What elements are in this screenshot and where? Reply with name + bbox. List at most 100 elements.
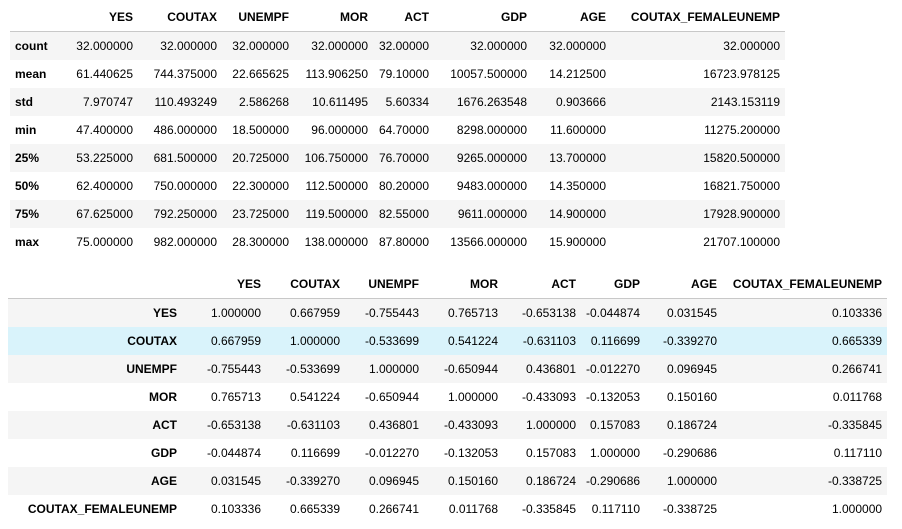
table-cell: 22.665625 [232,67,289,81]
row-label: min [15,123,37,137]
table-cell: 32.00000 [378,39,429,53]
row-label: UNEMPF [126,362,177,376]
table-cell: 15820.500000 [703,151,780,165]
column-header: UNEMPF [345,270,424,299]
table-cell: 112.500000 [305,179,368,193]
table-cell: 16821.750000 [703,179,780,193]
table-cell: 23.725000 [232,207,289,221]
row-label: 75% [15,207,40,221]
table-cell: 21707.100000 [703,235,780,249]
row-label: GDP [150,446,177,460]
column-header: COUTAX [266,270,345,299]
table-cell: 32.000000 [232,39,289,53]
column-header: UNEMPF [222,3,294,32]
table-cell: -0.653138 [206,418,261,432]
table-cell: 0.117110 [833,446,883,460]
row-label: std [15,95,33,109]
column-header: COUTAX_FEMALEUNEMP [611,3,785,32]
table-cell: 0.186724 [666,418,718,432]
table-cell: 13.700000 [549,151,606,165]
table-cell: 8298.000000 [456,123,527,137]
table-cell: 14.350000 [549,179,606,193]
table-cell: 1.000000 [525,418,576,432]
table-cell: 0.096945 [666,362,718,376]
table-cell: 0.103336 [210,502,261,516]
row-label: 50% [15,179,40,193]
table-row: count 32.000000 32.000000 32.000000 32.00000… [10,31,785,60]
table-cell: 0.541224 [447,334,498,348]
row-label: mean [15,67,47,81]
row-label: MOR [149,390,177,404]
table-cell: -0.132053 [586,390,641,404]
table-cell: 9265.000000 [456,151,527,165]
table-cell: 47.400000 [76,123,133,137]
table-cell: -0.533699 [285,362,340,376]
row-label: 25% [15,151,40,165]
column-header: AGE [532,3,611,32]
table-cell: 110.493249 [154,95,217,109]
table-cell: 14.900000 [549,207,606,221]
table-cell: -0.012270 [586,362,641,376]
table-cell: -0.433093 [443,418,498,432]
table-cell: 0.436801 [368,418,419,432]
table-cell: 2143.153119 [710,95,780,109]
table-cell: 53.225000 [76,151,133,165]
table-cell: 28.300000 [232,235,289,249]
column-header: YES [182,270,266,299]
table-cell: -0.335845 [521,502,576,516]
table-cell: 22.300000 [232,179,289,193]
table-cell: 0.031545 [666,306,718,320]
table-cell: 744.375000 [153,67,217,81]
table-cell: 0.667959 [289,306,340,320]
table-cell: 0.541224 [289,390,340,404]
column-header: GDP [581,270,646,299]
table-cell: 0.116699 [590,334,641,348]
table-cell: 32.000000 [723,39,780,53]
column-header: MOR [294,3,373,32]
table-row: COUTAX 0.667959 1.000000 -0.533699 0.541224 -… [8,327,888,355]
table-cell: 32.000000 [470,39,527,53]
table-cell: 20.725000 [232,151,289,165]
table-cell: 113.906250 [305,67,368,81]
table-cell: 0.150160 [447,474,498,488]
table-cell: 0.157083 [589,418,641,432]
table-row: 50% 62.400000 750.000000 22.300000 112.50000… [10,172,785,200]
table-cell: 1.000000 [666,474,718,488]
describe-table: YES COUTAX UNEMPF MOR ACT GDP AGE COUTAX… [10,3,785,256]
table-cell: -0.132053 [443,446,498,460]
table-cell: -0.338725 [663,502,718,516]
table-cell: -0.650944 [364,390,419,404]
table-cell: 82.55000 [378,207,429,221]
table-cell: 0.103336 [831,306,883,320]
table-row: min 47.400000 486.000000 18.500000 96.000000… [10,116,785,144]
row-label: ACT [152,418,177,432]
table-cell: 0.186724 [525,474,576,488]
table-cell: -0.631103 [522,334,576,348]
table-cell: 18.500000 [232,123,289,137]
table-cell: -0.338725 [828,474,883,488]
header-row: YES COUTAX UNEMPF MOR ACT GDP AGE COUTAX… [8,270,888,299]
row-label: max [15,235,40,249]
table-cell: -0.044874 [586,306,641,320]
table-cell: 1.000000 [589,446,641,460]
table-cell: 9483.000000 [456,179,527,193]
table-cell: 119.500000 [305,207,368,221]
correlation-body: YES 1.000000 0.667959 -0.755443 0.765713 -0.6… [8,298,888,524]
table-cell: 10.611495 [312,95,368,109]
table-cell: 0.096945 [368,474,419,488]
table-cell: 750.000000 [153,179,217,193]
row-label: COUTAX_FEMALEUNEMP [27,502,177,516]
table-row: YES 1.000000 0.667959 -0.755443 0.765713 -0.6… [8,298,888,327]
describe-body: count 32.000000 32.000000 32.000000 32.00000… [10,31,785,257]
table-cell: 681.500000 [153,151,217,165]
header-row: YES COUTAX UNEMPF MOR ACT GDP AGE COUTAX… [10,3,785,32]
table-cell: 9611.000000 [457,207,527,221]
table-row: ACT -0.653138 -0.631103 0.436801 -0.433093 1.… [8,411,888,439]
table-cell: 0.011768 [448,502,498,516]
table-cell: 13566.000000 [450,235,527,249]
table-cell: 10057.500000 [450,67,527,81]
table-cell: 11275.200000 [704,123,780,137]
table-cell: 17928.900000 [703,207,780,221]
table-row: GDP -0.044874 0.116699 -0.012270 -0.132053 0.… [8,439,887,467]
table-cell: -0.533699 [364,334,419,348]
